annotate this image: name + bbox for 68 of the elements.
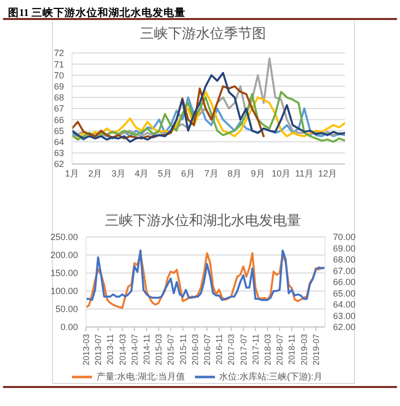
x-tick-label: 10月 xyxy=(272,168,291,178)
y-tick-label: 67 xyxy=(54,104,64,114)
line-series xyxy=(72,72,345,143)
y-tick-label: 63 xyxy=(54,148,64,158)
line-series xyxy=(86,252,323,309)
chart-subtitle: 三峡下游水位季节图 xyxy=(139,25,267,43)
x-tick-label: 2015-03 xyxy=(154,334,164,366)
line-series xyxy=(86,250,325,301)
y-tick-label: 68 xyxy=(54,92,64,103)
y-tick-label: 65 xyxy=(54,126,64,136)
chart-title: 三峡下游水位和湖北水电发电量 xyxy=(104,212,302,230)
x-tick-label: 2013-03 xyxy=(81,334,91,366)
x-tick-label: 2013-11 xyxy=(105,334,116,365)
x-tick-label: 2018-03 xyxy=(262,334,273,366)
y-tick-label: 72 xyxy=(54,48,64,58)
x-tick-label: 2017-07 xyxy=(238,334,248,366)
x-tick-label: 2019-07 xyxy=(310,334,321,366)
x-tick-label: 2018-07 xyxy=(274,334,285,366)
legend-label: 水位:水库站:三峡(下游):月 xyxy=(219,371,322,382)
y-tick-label: 250.00 xyxy=(50,232,78,242)
x-tick-label: 3月 xyxy=(111,168,126,178)
x-tick-label: 2019-03 xyxy=(298,334,309,366)
y2-tick-label: 63.00 xyxy=(333,310,356,321)
y2-tick-label: 69.00 xyxy=(333,243,356,254)
x-tick-label: 2016-11 xyxy=(214,334,224,365)
x-tick-label: 4月 xyxy=(134,168,149,178)
chart-title: 图11 三峡下游水位和湖北水电发电量 xyxy=(8,6,186,20)
x-tick-label: 11月 xyxy=(295,168,314,178)
x-tick-label: 5月 xyxy=(158,168,172,178)
y2-tick-label: 62.00 xyxy=(333,322,356,332)
y2-tick-label: 65.00 xyxy=(333,288,356,298)
y-tick-label: 70 xyxy=(54,70,64,80)
line-series xyxy=(72,58,345,138)
x-tick-label: 2016-07 xyxy=(202,334,212,366)
y-tick-label: 100.00 xyxy=(50,286,78,296)
y2-tick-label: 66.00 xyxy=(333,277,356,288)
line-series xyxy=(72,85,265,140)
x-tick-label: 2015-11 xyxy=(178,334,188,365)
y-tick-label: 200.00 xyxy=(50,250,78,260)
y-tick-label: 69 xyxy=(54,81,64,92)
x-tick-label: 12月 xyxy=(318,168,338,178)
y2-tick-label: 64.00 xyxy=(333,300,356,310)
x-tick-label: 2017-11 xyxy=(250,334,260,365)
x-tick-label: 6月 xyxy=(181,168,196,178)
x-tick-label: 2015-07 xyxy=(166,334,176,366)
x-tick-label: 8月 xyxy=(228,168,242,178)
y-tick-label: 71 xyxy=(54,59,64,70)
legend-label: 产量:水电:湖北:当月值 xyxy=(96,371,185,382)
x-tick-label: 2014-03 xyxy=(117,334,128,366)
x-tick-label: 2月 xyxy=(88,168,102,178)
y2-tick-label: 70.00 xyxy=(333,232,356,242)
x-tick-label: 2014-11 xyxy=(142,334,152,365)
x-tick-label: 1月 xyxy=(64,168,80,178)
x-tick-label: 9月 xyxy=(250,168,265,178)
x-tick-label: 2013-07 xyxy=(93,334,104,366)
y2-tick-label: 68.00 xyxy=(333,254,356,265)
x-tick-label: 7月 xyxy=(204,168,218,178)
x-tick-label: 2016-03 xyxy=(190,334,200,366)
y-tick-label: 150.00 xyxy=(50,268,78,278)
y-tick-label: 64 xyxy=(54,136,64,147)
x-tick-label: 2014-07 xyxy=(129,334,140,366)
x-tick-label: 2018-11 xyxy=(286,334,297,365)
y-tick-label: 66 xyxy=(54,114,64,125)
y2-tick-label: 67.00 xyxy=(333,266,356,276)
x-tick-label: 2017-03 xyxy=(226,334,236,366)
y-tick-label: 50.00 xyxy=(55,304,78,314)
y-tick-label: 0.00 xyxy=(60,322,78,332)
y-tick-label: 62 xyxy=(54,159,64,170)
